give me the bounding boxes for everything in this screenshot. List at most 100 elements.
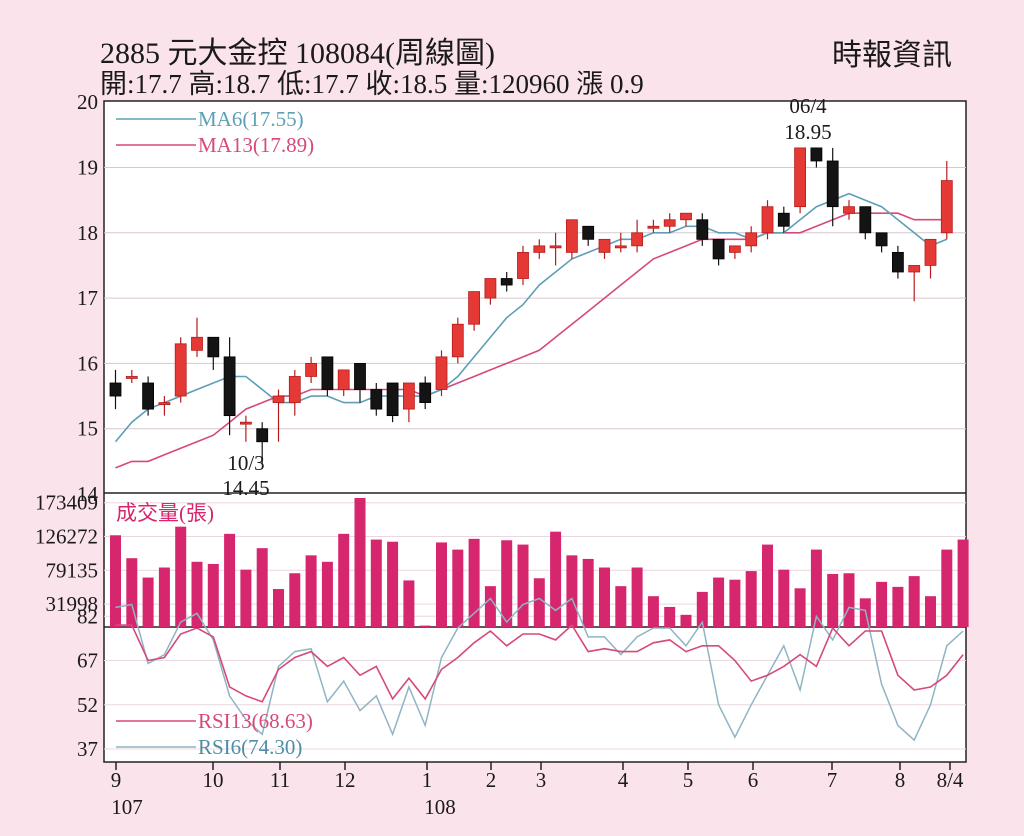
volume-bar bbox=[647, 596, 659, 627]
volume-bar bbox=[957, 539, 969, 627]
volume-bar bbox=[403, 580, 415, 627]
candle-body bbox=[826, 160, 839, 208]
candle-body bbox=[321, 356, 334, 390]
volume-bar bbox=[908, 576, 920, 627]
candle-body bbox=[500, 278, 513, 286]
volume-bar bbox=[876, 581, 888, 627]
price-tick-label: 16 bbox=[77, 351, 98, 375]
x-tick-label: 3 bbox=[536, 768, 547, 792]
x-tick-label: 7 bbox=[827, 768, 838, 792]
volume-bar bbox=[110, 535, 121, 627]
volume-bar bbox=[778, 569, 790, 627]
volume-bar bbox=[387, 541, 399, 627]
volume-bar bbox=[126, 558, 138, 627]
x-tick-label: 8 bbox=[895, 768, 906, 792]
volume-bar bbox=[664, 606, 676, 627]
rsi13-legend-label: RSI13(68.63) bbox=[198, 709, 313, 733]
candle-body bbox=[566, 219, 578, 253]
x-tick-label: 11 bbox=[270, 768, 290, 792]
rsi-tick-label: 82 bbox=[77, 604, 98, 628]
volume-bar bbox=[419, 625, 431, 627]
volume-bar bbox=[191, 561, 203, 627]
candle-body bbox=[288, 376, 301, 403]
candle-body bbox=[631, 232, 643, 247]
rsi-tick-label: 52 bbox=[77, 693, 98, 717]
candle-body bbox=[272, 395, 285, 403]
x-tick-label: 12 bbox=[335, 768, 356, 792]
volume-bar bbox=[892, 586, 904, 627]
candle-body bbox=[402, 382, 415, 410]
candle-body bbox=[305, 362, 318, 377]
candle-body bbox=[223, 356, 236, 417]
volume-bar bbox=[240, 569, 252, 627]
candle-body bbox=[794, 147, 806, 208]
volume-bar bbox=[289, 573, 301, 627]
volume-bar bbox=[599, 567, 610, 627]
volume-bar bbox=[696, 591, 708, 627]
rsi6-line bbox=[115, 597, 964, 742]
volume-bar bbox=[338, 533, 350, 627]
candle-body bbox=[239, 421, 252, 425]
candle-body bbox=[843, 206, 855, 214]
price-tick-label: 15 bbox=[77, 417, 98, 441]
volume-bar bbox=[827, 573, 839, 627]
rsi-tick-label: 67 bbox=[77, 649, 98, 673]
candle-body bbox=[256, 428, 269, 443]
rsi13-line bbox=[115, 623, 964, 703]
candle-body bbox=[908, 265, 921, 273]
volume-bar bbox=[615, 586, 627, 627]
candle-body bbox=[696, 219, 709, 240]
candle-body bbox=[109, 382, 122, 397]
candle-body bbox=[777, 212, 790, 227]
candle-body bbox=[125, 376, 138, 379]
candle-body bbox=[386, 382, 399, 417]
volume-bar bbox=[941, 549, 953, 627]
volume-bar bbox=[925, 596, 936, 627]
volume-bar bbox=[256, 548, 268, 627]
volume-bar bbox=[436, 542, 447, 627]
x-year-label: 107 bbox=[111, 795, 143, 819]
candle-body bbox=[370, 389, 383, 410]
candle-body bbox=[712, 238, 725, 260]
price-tick-label: 18 bbox=[77, 221, 98, 245]
candle-body bbox=[647, 225, 660, 229]
candle-body bbox=[142, 382, 155, 410]
candle-body bbox=[451, 323, 464, 358]
volume-bar bbox=[713, 577, 725, 627]
volume-bar bbox=[762, 544, 773, 627]
ohlc-summary: 開:17.7 高:18.7 低:17.7 收:18.5 量:120960 漲 0… bbox=[100, 69, 644, 99]
volume-bar bbox=[468, 538, 480, 627]
candle-body bbox=[745, 232, 758, 247]
candle-body bbox=[435, 356, 448, 390]
volume-tick-label: 31998 bbox=[46, 592, 99, 616]
high-annotation-value: 18.95 bbox=[784, 120, 831, 144]
x-tick-label: 2 bbox=[486, 768, 497, 792]
candle-body bbox=[468, 291, 481, 325]
volume-tick-label: 126272 bbox=[35, 525, 98, 549]
volume-bar bbox=[354, 498, 366, 627]
candle-body bbox=[761, 206, 774, 234]
volume-bar bbox=[452, 549, 464, 627]
candle-body bbox=[859, 206, 872, 234]
volume-bar bbox=[207, 563, 219, 627]
high-annotation-date: 06/4 bbox=[789, 94, 827, 118]
candle-body bbox=[680, 212, 692, 221]
candle-body bbox=[419, 382, 432, 403]
volume-bar bbox=[158, 567, 170, 627]
source-credit: 時報資訊 bbox=[832, 39, 952, 72]
volume-bar bbox=[680, 614, 692, 627]
x-tick-label: 4 bbox=[618, 768, 629, 792]
candle-body bbox=[924, 238, 937, 266]
volume-bar bbox=[175, 526, 187, 627]
x-tick-label: 1 bbox=[422, 768, 433, 792]
low-annotation-value: 14.45 bbox=[222, 476, 269, 500]
x-tick-label: 5 bbox=[683, 768, 694, 792]
candle-body bbox=[533, 245, 546, 253]
price-tick-label: 20 bbox=[77, 90, 98, 114]
volume-tick-label: 173409 bbox=[35, 491, 98, 515]
candle-body bbox=[810, 147, 823, 162]
volume-bar bbox=[533, 578, 545, 627]
candle-body bbox=[582, 225, 595, 240]
candle-body bbox=[598, 238, 611, 253]
